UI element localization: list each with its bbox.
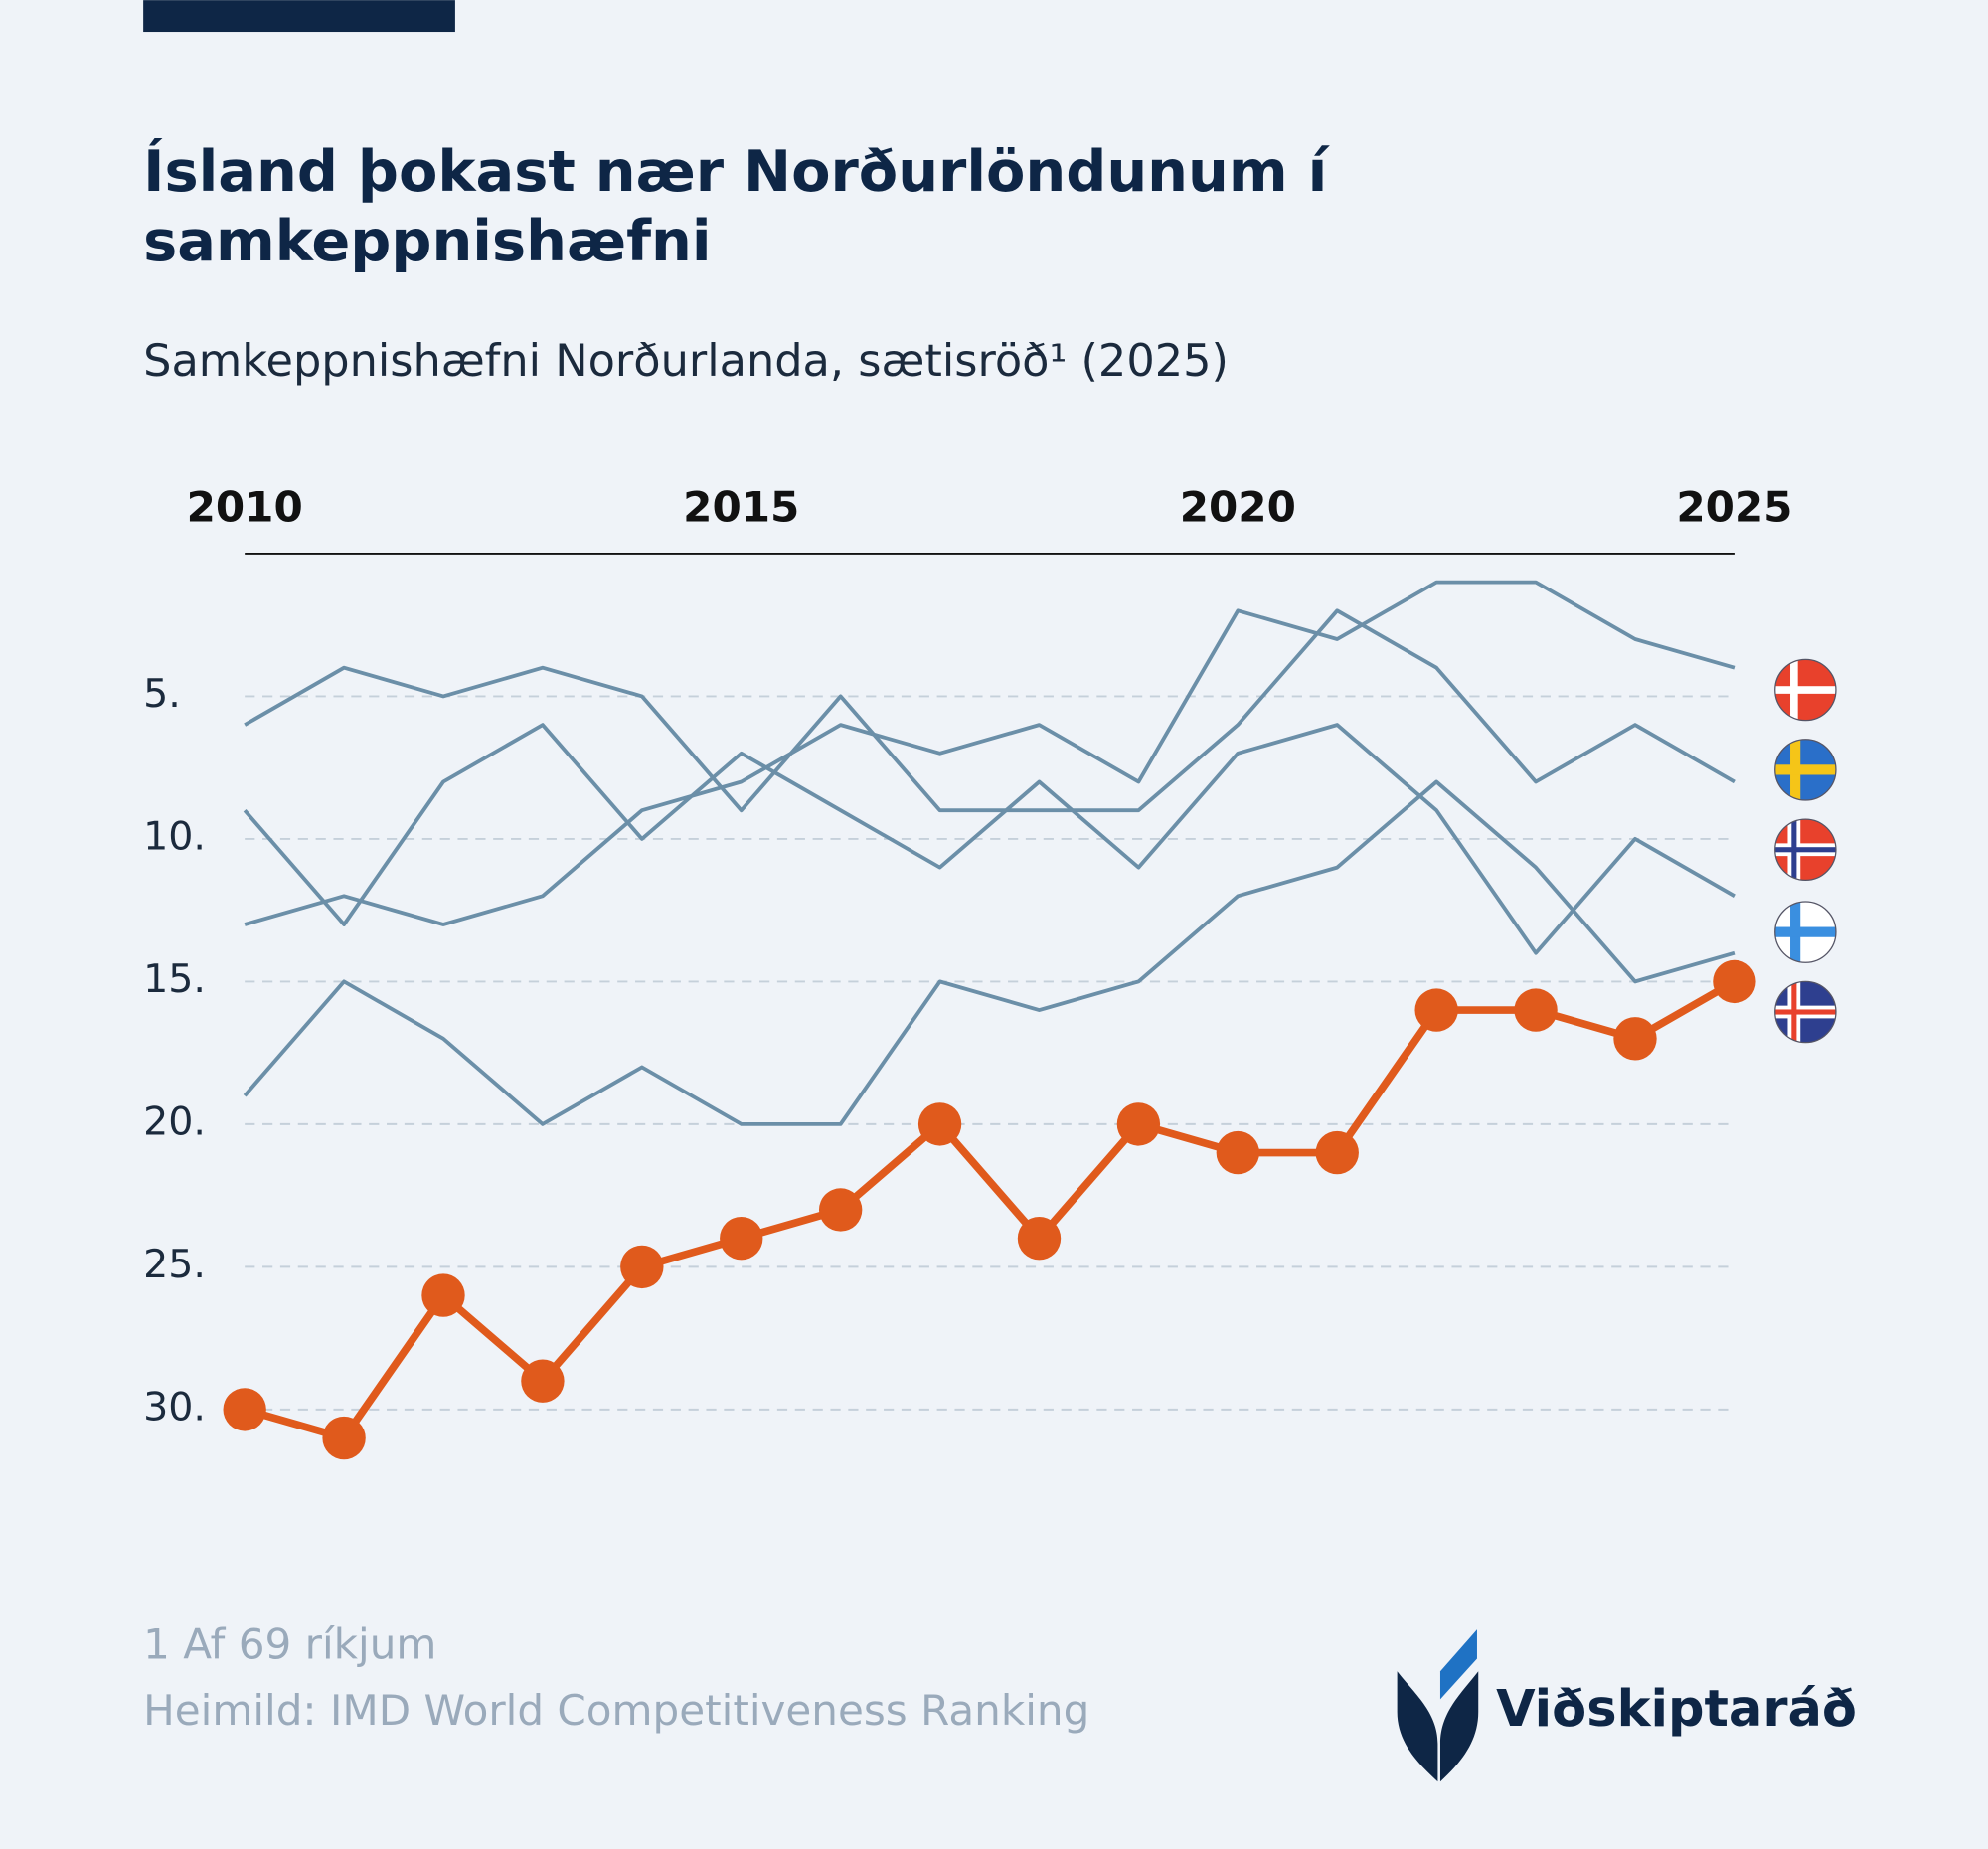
series-line bbox=[243, 723, 1736, 955]
point bbox=[1514, 988, 1558, 1032]
accent-bar bbox=[143, 0, 455, 33]
point bbox=[1116, 1102, 1161, 1146]
chart-title: samkeppnishæfni bbox=[143, 208, 711, 274]
point bbox=[620, 1245, 664, 1289]
point bbox=[1613, 1017, 1657, 1061]
point bbox=[322, 1416, 366, 1460]
x-tick-label: 2010 bbox=[187, 482, 303, 531]
y-tick-label: 30. bbox=[143, 1384, 206, 1429]
y-tick-label: 20. bbox=[143, 1098, 206, 1144]
point bbox=[720, 1217, 763, 1261]
chart-title: Ísland þokast nær Norðurlöndunum í bbox=[143, 137, 1331, 205]
series-line bbox=[243, 779, 1736, 1126]
x-tick-label: 2015 bbox=[683, 482, 799, 531]
y-tick-label: 25. bbox=[143, 1242, 206, 1287]
point bbox=[917, 1102, 962, 1146]
point bbox=[421, 1273, 465, 1317]
point bbox=[1315, 1130, 1359, 1175]
y-tick-label: 15. bbox=[143, 956, 206, 1002]
point bbox=[223, 1388, 266, 1431]
x-tick-label: 2020 bbox=[1180, 482, 1296, 531]
series-line bbox=[244, 580, 1736, 926]
x-tick-label: 2025 bbox=[1676, 482, 1792, 531]
series-line bbox=[244, 978, 1737, 1442]
point bbox=[1414, 988, 1458, 1032]
y-tick-label: 10. bbox=[143, 813, 206, 859]
flags bbox=[1774, 658, 1837, 1044]
source: Heimild: IMD World Competitiveness Ranki… bbox=[143, 1686, 1089, 1735]
point bbox=[818, 1188, 863, 1232]
logo: Viðskiptaráð bbox=[1397, 1629, 1857, 1782]
series-line bbox=[244, 608, 1736, 813]
point bbox=[521, 1359, 565, 1403]
chart-subtitle: Samkeppnishæfni Norðurlanda, sætisröð¹ (… bbox=[143, 335, 1229, 387]
footnote: 1 Af 69 ríkjum bbox=[143, 1620, 436, 1669]
y-tick-label: 5. bbox=[143, 671, 181, 717]
point bbox=[1017, 1217, 1062, 1261]
brand-name: Viðskiptaráð bbox=[1496, 1680, 1857, 1739]
point bbox=[1216, 1130, 1260, 1175]
point bbox=[1713, 959, 1756, 1004]
